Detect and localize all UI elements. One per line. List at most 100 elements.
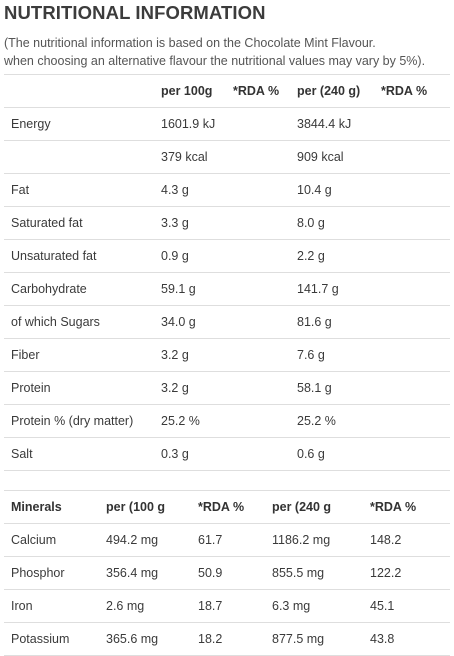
table-cell: [381, 174, 450, 207]
table-cell: [233, 339, 297, 372]
table-row: Iron 2.6 mg 18.7 6.3 mg 45.1: [4, 590, 450, 623]
table-row: Energy 1601.9 kJ 3844.4 kJ: [4, 108, 450, 141]
table-cell: 43.8: [370, 632, 395, 646]
table-cell: 2.2 g: [297, 249, 325, 263]
table-cell: Protein: [11, 381, 51, 395]
table-cell: Phosphor: [11, 566, 65, 580]
table-cell: 494.2 mg: [106, 533, 159, 547]
table-cell: 25.2 %: [297, 414, 336, 428]
minerals-table: Minerals per (100 g *RDA % per (240 g *R…: [4, 490, 450, 656]
table-row: Fiber 3.2 g 7.6 g: [4, 339, 450, 372]
table-cell: 3844.4 kJ: [297, 117, 352, 131]
table-cell: 909 kcal: [297, 150, 344, 164]
table-cell: [381, 372, 450, 405]
table-cell: Potassium: [11, 632, 70, 646]
table-row: of which Sugars 34.0 g 81.6 g: [4, 306, 450, 339]
table-cell: 59.1 g: [161, 282, 196, 296]
table-cell: [381, 339, 450, 372]
table-cell: 356.4 mg: [106, 566, 159, 580]
nutrition-header-row: per 100g *RDA % per (240 g) *RDA %: [4, 75, 450, 108]
table-cell: [4, 141, 161, 174]
table-cell: 1601.9 kJ: [161, 117, 216, 131]
table-cell: [233, 174, 297, 207]
table-cell: [381, 108, 450, 141]
table-row: Fat 4.3 g 10.4 g: [4, 174, 450, 207]
table-cell: 3.2 g: [161, 348, 189, 362]
table-cell: [233, 273, 297, 306]
table-cell: Energy: [11, 117, 51, 131]
header-cell: *RDA %: [370, 500, 417, 514]
table-row: Calcium 494.2 mg 61.7 1186.2 mg 148.2: [4, 524, 450, 557]
table-cell: 18.2: [198, 632, 223, 646]
minerals-header-row: Minerals per (100 g *RDA % per (240 g *R…: [4, 491, 450, 524]
table-cell: 7.6 g: [297, 348, 325, 362]
page-title: NUTRITIONAL INFORMATION: [4, 2, 266, 23]
table-cell: Iron: [11, 599, 33, 613]
table-cell: 365.6 mg: [106, 632, 159, 646]
table-cell: 2.6 mg: [106, 599, 145, 613]
header-cell: *RDA %: [233, 84, 280, 98]
header-cell: *RDA %: [198, 500, 245, 514]
table-row: Saturated fat 3.3 g 8.0 g: [4, 207, 450, 240]
table-cell: Fat: [11, 183, 30, 197]
table-cell: [381, 306, 450, 339]
table-cell: 877.5 mg: [272, 632, 325, 646]
table-cell: [381, 141, 450, 174]
table-cell: 25.2 %: [161, 414, 200, 428]
header-cell: *RDA %: [381, 84, 428, 98]
table-cell: 10.4 g: [297, 183, 332, 197]
table-cell: 855.5 mg: [272, 566, 325, 580]
table-cell: 141.7 g: [297, 282, 339, 296]
table-cell: 50.9: [198, 566, 223, 580]
table-row: Potassium 365.6 mg 18.2 877.5 mg 43.8: [4, 623, 450, 656]
table-row: Carbohydrate 59.1 g 141.7 g: [4, 273, 450, 306]
header-cell: [4, 75, 161, 108]
header-cell: Minerals: [11, 500, 62, 514]
table-cell: [233, 438, 297, 471]
table-cell: 0.6 g: [297, 447, 325, 461]
table-cell: [381, 405, 450, 438]
table-cell: [381, 240, 450, 273]
table-cell: 34.0 g: [161, 315, 196, 329]
table-cell: 3.2 g: [161, 381, 189, 395]
note-line-1: (The nutritional information is based on…: [4, 36, 376, 50]
header-cell: per (240 g): [297, 84, 361, 98]
table-cell: 1186.2 mg: [272, 533, 331, 547]
note-line-2: when choosing an alternative flavour the…: [4, 54, 426, 68]
table-row: 379 kcal 909 kcal: [4, 141, 450, 174]
table-cell: of which Sugars: [11, 315, 100, 329]
table-cell: Fiber: [11, 348, 40, 362]
table-cell: 58.1 g: [297, 381, 332, 395]
table-cell: 45.1: [370, 599, 395, 613]
table-cell: 0.9 g: [161, 249, 189, 263]
table-cell: [381, 207, 450, 240]
table-cell: 3.3 g: [161, 216, 189, 230]
table-cell: Protein % (dry matter): [11, 414, 134, 428]
table-cell: [233, 207, 297, 240]
table-cell: [381, 438, 450, 471]
table-cell: Salt: [11, 447, 33, 461]
table-cell: Carbohydrate: [11, 282, 87, 296]
table-row: Phosphor 356.4 mg 50.9 855.5 mg 122.2: [4, 557, 450, 590]
table-row: Salt 0.3 g 0.6 g: [4, 438, 450, 471]
table-row: Unsaturated fat 0.9 g 2.2 g: [4, 240, 450, 273]
nutrition-table: per 100g *RDA % per (240 g) *RDA % Energ…: [4, 74, 450, 471]
table-cell: Saturated fat: [11, 216, 83, 230]
flavour-note: (The nutritional information is based on…: [4, 34, 425, 70]
table-cell: 8.0 g: [297, 216, 325, 230]
header-cell: per (100 g: [106, 500, 166, 514]
table-cell: 6.3 mg: [272, 599, 311, 613]
table-cell: [233, 240, 297, 273]
header-cell: per 100g: [161, 84, 213, 98]
table-cell: 4.3 g: [161, 183, 189, 197]
table-cell: 61.7: [198, 533, 223, 547]
header-cell: per (240 g: [272, 500, 332, 514]
table-cell: [233, 306, 297, 339]
table-cell: Calcium: [11, 533, 57, 547]
table-row: Protein 3.2 g 58.1 g: [4, 372, 450, 405]
table-row: Protein % (dry matter) 25.2 % 25.2 %: [4, 405, 450, 438]
table-cell: [233, 108, 297, 141]
table-cell: Unsaturated fat: [11, 249, 97, 263]
table-cell: 18.7: [198, 599, 223, 613]
table-cell: 122.2: [370, 566, 402, 580]
